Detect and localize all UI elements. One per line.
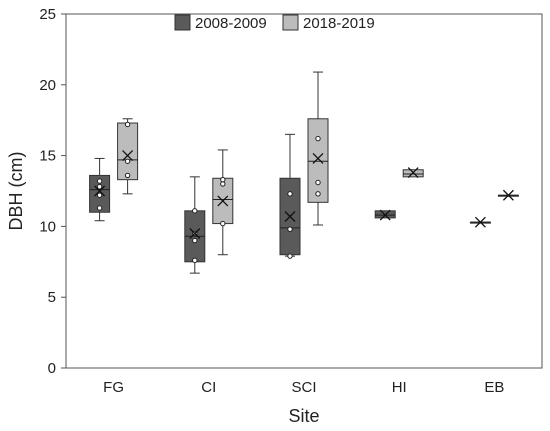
box-2018-2019-sci [307, 71, 329, 226]
data-point [220, 181, 226, 187]
mean-marker [284, 211, 296, 222]
legend: 2008-2009 2018-2019 [174, 14, 375, 32]
data-point [96, 192, 103, 198]
data-point [192, 257, 198, 264]
data-point [124, 172, 131, 179]
x-axis-label: Site [288, 406, 319, 426]
y-axis-label: DBH (cm) [6, 152, 26, 231]
box-2018-2019-hi [402, 167, 424, 179]
mean-marker [94, 185, 106, 197]
legend-label-2018-2019: 2018-2019 [303, 15, 375, 32]
data-point [315, 179, 321, 186]
x-axis: FG CI SCI HI EB [103, 379, 504, 396]
mean-marker [502, 189, 514, 201]
y-tick-label: 20 [39, 77, 56, 94]
box-iqr [307, 118, 329, 203]
data-point [124, 158, 131, 164]
data-point [287, 253, 293, 259]
legend-swatch-2008-2009 [174, 14, 191, 31]
box-2018-2019-fg [117, 118, 139, 195]
x-tick-label-sci: SCI [291, 379, 316, 396]
box-2008-2009-sci [279, 133, 301, 259]
mean-marker [189, 228, 201, 239]
y-tick-label: 0 [48, 360, 56, 377]
y-axis: 0 5 10 15 20 25 [39, 6, 66, 377]
box-2008-2009-hi [374, 209, 396, 221]
mean-marker [379, 209, 391, 221]
mean-marker [217, 195, 229, 207]
data-point [96, 184, 103, 190]
box-2018-2019-ci [212, 149, 234, 256]
data-point [124, 121, 131, 128]
box-2018-2019-eb [497, 189, 519, 201]
box-iqr [117, 122, 139, 181]
y-tick-label: 10 [39, 218, 56, 235]
box-series [89, 71, 519, 274]
data-point [287, 226, 293, 232]
data-point [287, 191, 293, 197]
x-tick-label-eb: EB [484, 379, 504, 396]
box-2008-2009-fg [89, 157, 111, 222]
y-tick-label: 5 [48, 289, 56, 306]
y-tick-label: 25 [39, 6, 56, 23]
data-point [315, 135, 321, 142]
data-point [315, 191, 321, 197]
box-2008-2009-ci [184, 176, 206, 274]
mean-marker [122, 150, 134, 162]
data-point [192, 237, 198, 244]
data-point [96, 178, 103, 184]
legend-label-2008-2009: 2008-2009 [195, 15, 267, 32]
mean-marker [474, 216, 486, 228]
data-point [220, 176, 226, 183]
plot-frame [65, 13, 543, 369]
data-point [192, 208, 198, 214]
data-point [96, 205, 103, 211]
y-tick-label: 15 [39, 148, 56, 165]
x-tick-label-fg: FG [103, 379, 124, 396]
box-2008-2009-eb [469, 216, 491, 228]
x-tick-label-ci: CI [201, 379, 216, 396]
data-point [220, 220, 226, 227]
mean-marker [312, 152, 324, 164]
x-tick-label-hi: HI [392, 379, 407, 396]
mean-marker [407, 167, 419, 179]
legend-swatch-2018-2019 [282, 14, 299, 31]
